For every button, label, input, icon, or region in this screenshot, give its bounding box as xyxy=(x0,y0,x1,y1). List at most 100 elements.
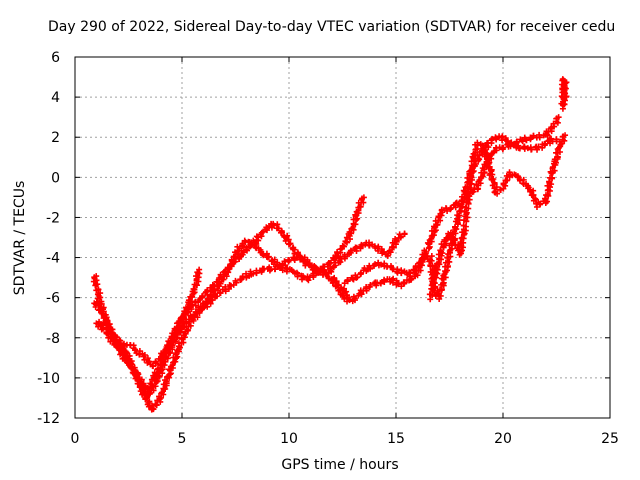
data-point xyxy=(361,265,368,272)
data-point xyxy=(185,297,192,304)
y-tick-label: -4 xyxy=(46,251,60,267)
data-point xyxy=(327,259,334,266)
data-point xyxy=(277,263,284,270)
data-point xyxy=(437,286,444,293)
data-point xyxy=(166,342,173,349)
data-point xyxy=(243,246,250,253)
data-point xyxy=(159,351,166,358)
data-point xyxy=(475,178,482,185)
data-point xyxy=(330,263,337,270)
data-point xyxy=(456,251,463,258)
data-point xyxy=(337,259,344,266)
data-point xyxy=(123,357,130,364)
data-point xyxy=(126,352,133,359)
data-point xyxy=(149,405,156,412)
data-point xyxy=(187,302,194,309)
data-point xyxy=(196,266,203,273)
data-point xyxy=(144,394,151,401)
data-point xyxy=(378,261,385,268)
data-point xyxy=(247,241,254,248)
data-point xyxy=(136,351,143,358)
data-point xyxy=(466,196,473,203)
data-point xyxy=(239,242,246,249)
data-point xyxy=(406,269,413,276)
data-point xyxy=(516,177,523,184)
data-point xyxy=(115,339,122,346)
axis-ticks: 0 5 10 15 20 25 -12 -10 -8 -6 -4 -2 0 2 4 6 xyxy=(37,50,619,447)
data-point xyxy=(335,253,342,260)
data-point xyxy=(301,258,308,265)
data-point xyxy=(168,334,175,341)
data-point xyxy=(237,276,244,283)
data-point xyxy=(530,197,537,204)
data-point xyxy=(294,273,301,280)
data-point xyxy=(158,390,165,397)
chart-title: Day 290 of 2022, Sidereal Day-to-day VTE… xyxy=(48,19,616,35)
data-point xyxy=(141,383,148,390)
y-tick-label: -12 xyxy=(37,411,60,427)
data-point xyxy=(334,249,341,256)
data-point xyxy=(547,174,554,181)
data-point xyxy=(554,119,561,126)
data-point xyxy=(178,336,185,343)
data-point xyxy=(265,253,272,260)
data-point xyxy=(191,281,198,288)
data-point xyxy=(358,291,365,298)
data-point xyxy=(192,308,199,315)
data-point xyxy=(381,278,388,285)
data-point xyxy=(290,246,297,253)
data-point xyxy=(241,237,248,244)
data-point xyxy=(150,363,157,370)
data-point xyxy=(253,270,260,277)
data-point xyxy=(286,240,293,247)
data-point xyxy=(430,273,437,280)
data-point xyxy=(460,222,467,229)
data-point xyxy=(274,259,281,266)
data-point xyxy=(435,214,442,221)
data-point xyxy=(530,192,537,199)
data-point xyxy=(445,251,452,258)
data-point xyxy=(329,280,336,287)
data-point xyxy=(493,184,500,191)
data-point xyxy=(488,137,495,144)
data-point xyxy=(180,332,187,339)
data-point xyxy=(494,190,501,197)
data-point xyxy=(160,381,167,388)
y-tick-label: 4 xyxy=(51,90,60,106)
data-point xyxy=(367,281,374,288)
data-point xyxy=(455,201,462,208)
data-point xyxy=(433,222,440,229)
data-point xyxy=(367,264,374,271)
data-point xyxy=(311,263,318,270)
data-point xyxy=(363,285,370,292)
data-point xyxy=(541,141,548,148)
data-point xyxy=(305,277,312,284)
data-point xyxy=(270,222,277,229)
data-point xyxy=(182,304,189,311)
data-point xyxy=(485,154,492,161)
data-point xyxy=(535,143,542,150)
data-point xyxy=(189,293,196,300)
data-point xyxy=(373,282,380,289)
data-point xyxy=(414,264,421,271)
data-point xyxy=(173,351,180,358)
data-point xyxy=(401,230,408,237)
data-point xyxy=(150,387,157,394)
data-point xyxy=(443,234,450,241)
data-point xyxy=(171,330,178,337)
data-point xyxy=(121,354,128,361)
data-point xyxy=(93,287,100,294)
plot-frame xyxy=(74,56,611,419)
data-point xyxy=(92,303,99,310)
data-point xyxy=(152,359,159,366)
y-tick-label: -2 xyxy=(46,210,60,226)
data-point xyxy=(339,292,346,299)
data-point xyxy=(561,89,568,96)
data-point xyxy=(222,283,229,290)
x-axis-label: GPS time / hours xyxy=(281,457,399,473)
x-tick-label: 5 xyxy=(178,431,187,447)
data-point xyxy=(497,186,504,193)
data-point xyxy=(562,132,569,139)
data-point xyxy=(423,248,430,255)
